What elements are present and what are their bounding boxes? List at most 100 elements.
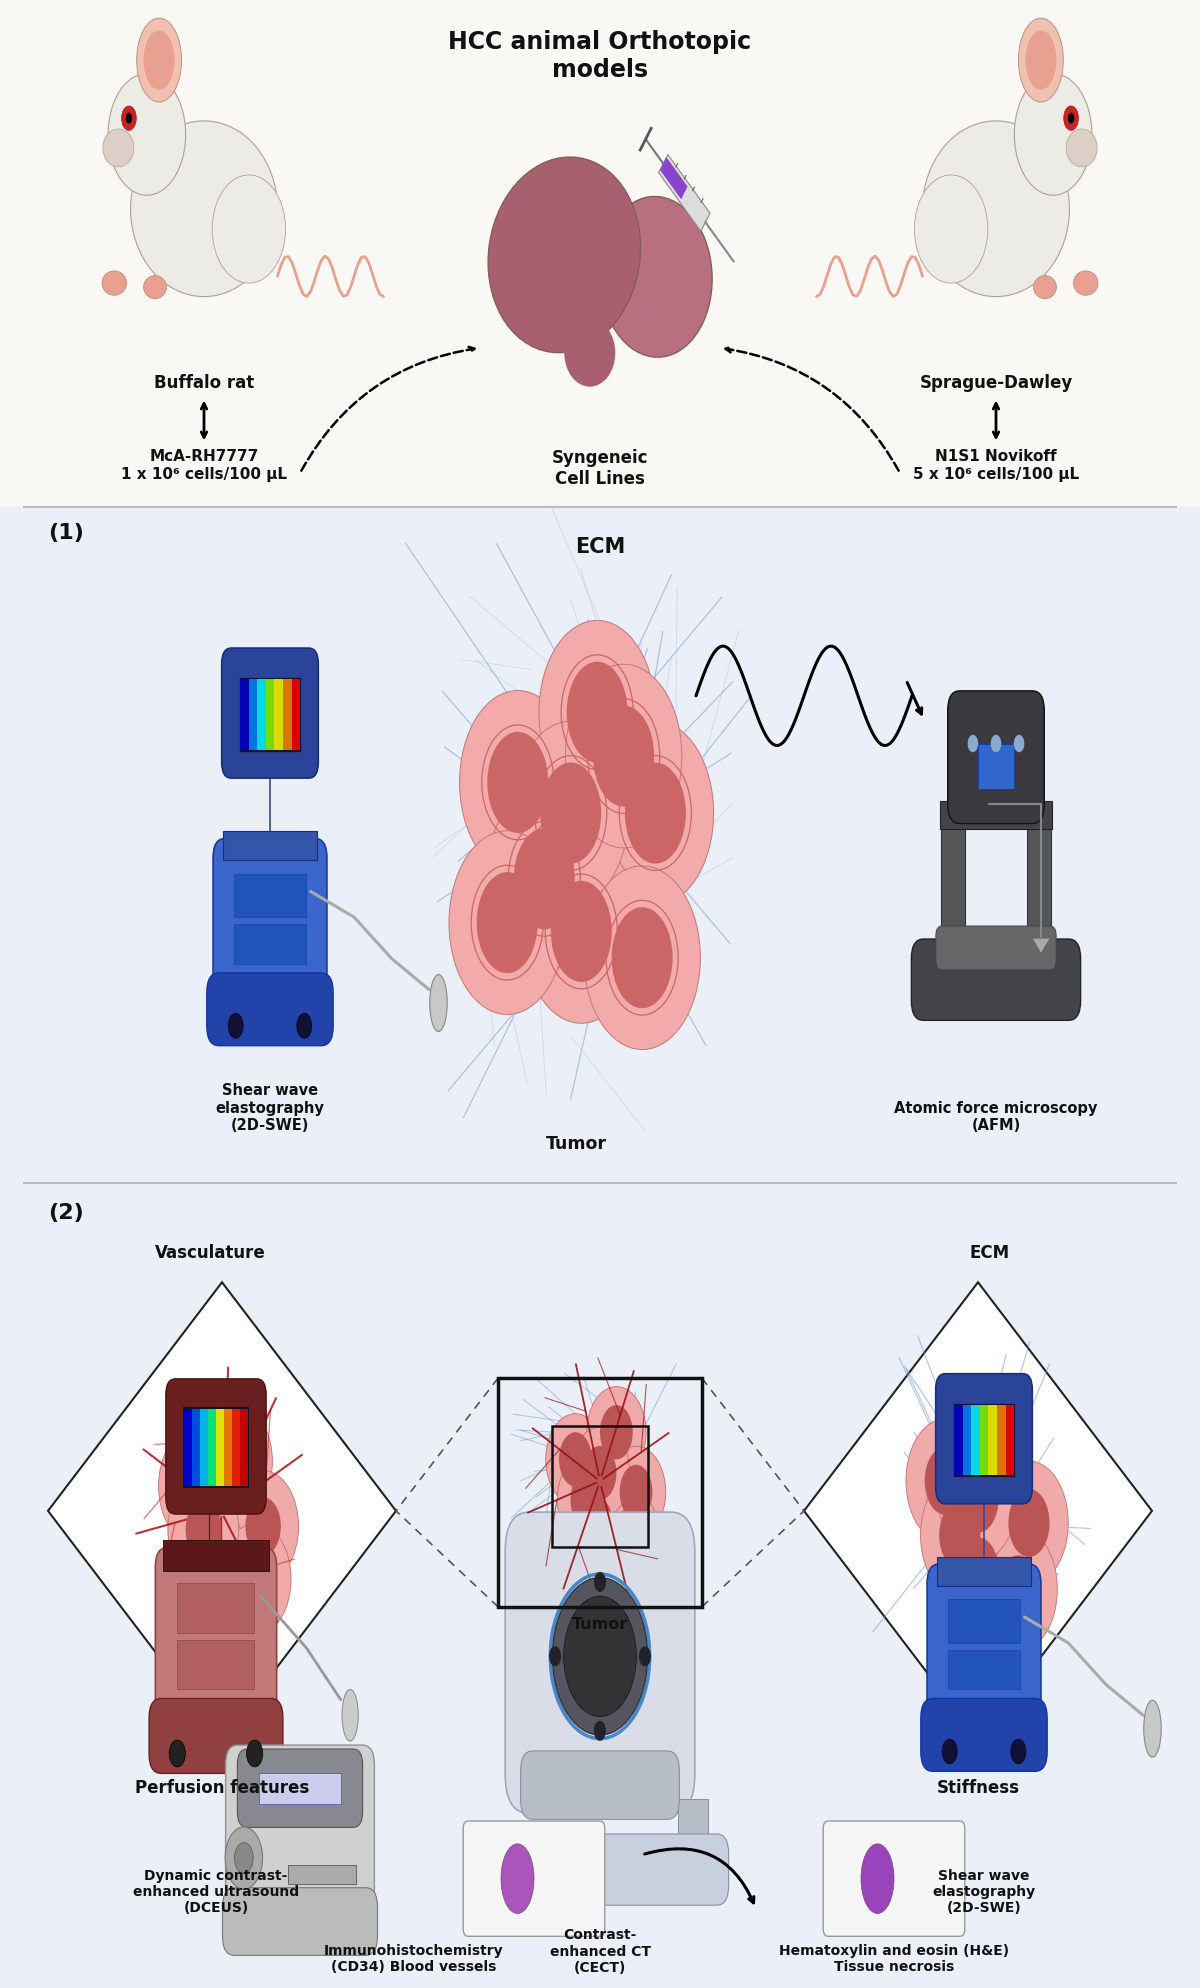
Circle shape [197,1537,233,1596]
Circle shape [226,1827,263,1889]
Text: Vasculature: Vasculature [155,1244,265,1262]
Bar [178,1640,254,1690]
FancyBboxPatch shape [226,1745,374,1930]
Text: Immunohistochemistry
(CD34) Blood vessels: Immunohistochemistry (CD34) Blood vessel… [324,1944,504,1974]
Bar [954,1406,962,1475]
Bar [948,1600,1020,1642]
Bar [283,680,292,749]
Bar [232,1409,240,1485]
Circle shape [997,1555,1039,1624]
Circle shape [566,662,628,763]
FancyBboxPatch shape [166,1380,266,1515]
Bar [1027,813,1051,960]
Text: Atomic force microscopy
(AFM): Atomic force microscopy (AFM) [894,1101,1098,1133]
Text: Perfusion features: Perfusion features [134,1779,310,1797]
Text: Sprague-Dawley: Sprague-Dawley [919,374,1073,392]
Circle shape [600,1406,632,1459]
Bar [980,1406,989,1475]
Bar [184,1409,192,1485]
Ellipse shape [168,1473,239,1584]
Circle shape [942,1740,958,1763]
Bar [940,801,1052,829]
Text: Contrast-
enhanced CT
(CECT): Contrast- enhanced CT (CECT) [550,1928,650,1974]
Ellipse shape [565,664,682,849]
Polygon shape [48,1282,396,1740]
Ellipse shape [103,129,134,167]
Circle shape [121,105,137,131]
Text: Shear wave
elastography
(2D-SWE): Shear wave elastography (2D-SWE) [216,1083,324,1133]
FancyBboxPatch shape [149,1698,283,1773]
Polygon shape [804,1282,1152,1740]
Ellipse shape [137,18,181,101]
Circle shape [967,736,978,751]
Bar [192,1409,200,1485]
Text: N1S1 Novikoff
5 x 10⁶ cells/100 μL: N1S1 Novikoff 5 x 10⁶ cells/100 μL [913,449,1079,481]
Bar [257,680,265,749]
Ellipse shape [920,1473,1000,1596]
FancyBboxPatch shape [505,1513,695,1813]
Ellipse shape [557,1455,617,1547]
FancyBboxPatch shape [238,1749,362,1827]
Ellipse shape [990,1461,1068,1584]
Bar [288,1865,356,1885]
Bar [224,1409,232,1485]
FancyBboxPatch shape [823,1821,965,1936]
Circle shape [234,1843,253,1873]
Ellipse shape [131,121,277,296]
Bar [200,1409,208,1485]
Bar [1006,1406,1014,1475]
Text: Tumor: Tumor [546,1135,606,1153]
Circle shape [940,1501,980,1569]
Circle shape [593,706,654,807]
FancyBboxPatch shape [222,1889,378,1956]
Bar [0,1183,1200,1988]
Text: Dynamic contrast-
enhanced ultrasound
(DCEUS): Dynamic contrast- enhanced ultrasound (D… [133,1869,299,1914]
Text: McA-RH7777
1 x 10⁶ cells/100 μL: McA-RH7777 1 x 10⁶ cells/100 μL [121,449,287,481]
Circle shape [246,1497,281,1557]
Ellipse shape [600,197,712,358]
Bar [962,1406,971,1475]
Ellipse shape [144,30,175,89]
Ellipse shape [179,1511,250,1622]
Ellipse shape [221,1523,292,1634]
Bar [266,680,275,749]
Circle shape [594,1573,606,1592]
FancyBboxPatch shape [936,926,1056,970]
Circle shape [1068,113,1074,123]
Ellipse shape [158,1429,229,1543]
Circle shape [487,732,548,833]
Circle shape [972,1409,1013,1479]
Ellipse shape [862,1845,894,1912]
Ellipse shape [606,1445,666,1537]
Ellipse shape [202,1406,272,1517]
Text: HCC animal Orthotopic
models: HCC animal Orthotopic models [449,30,751,82]
Ellipse shape [1033,276,1056,298]
Circle shape [564,1596,636,1716]
Text: ECM: ECM [970,1244,1010,1262]
FancyBboxPatch shape [558,1835,728,1905]
Bar [163,1539,269,1571]
Bar [552,1425,648,1547]
Ellipse shape [938,1437,1018,1561]
FancyBboxPatch shape [928,1565,1040,1740]
Circle shape [612,907,673,1008]
FancyBboxPatch shape [936,1374,1032,1503]
Bar [997,1406,1006,1475]
Text: (1): (1) [48,523,84,543]
Bar [941,813,965,960]
Circle shape [246,1740,263,1767]
Ellipse shape [102,270,126,296]
Bar [178,1582,254,1632]
Text: Hematoxylin and eosin (H&E)
Tissue necrosis: Hematoxylin and eosin (H&E) Tissue necro… [779,1944,1009,1974]
Ellipse shape [570,1427,630,1519]
Ellipse shape [938,1509,1018,1634]
Ellipse shape [449,831,565,1014]
Ellipse shape [546,1413,605,1505]
Circle shape [126,113,132,123]
Circle shape [613,1509,646,1563]
Ellipse shape [600,1489,659,1580]
Ellipse shape [1144,1700,1162,1757]
Ellipse shape [1025,30,1056,89]
Circle shape [169,1740,186,1767]
Ellipse shape [502,1845,534,1912]
